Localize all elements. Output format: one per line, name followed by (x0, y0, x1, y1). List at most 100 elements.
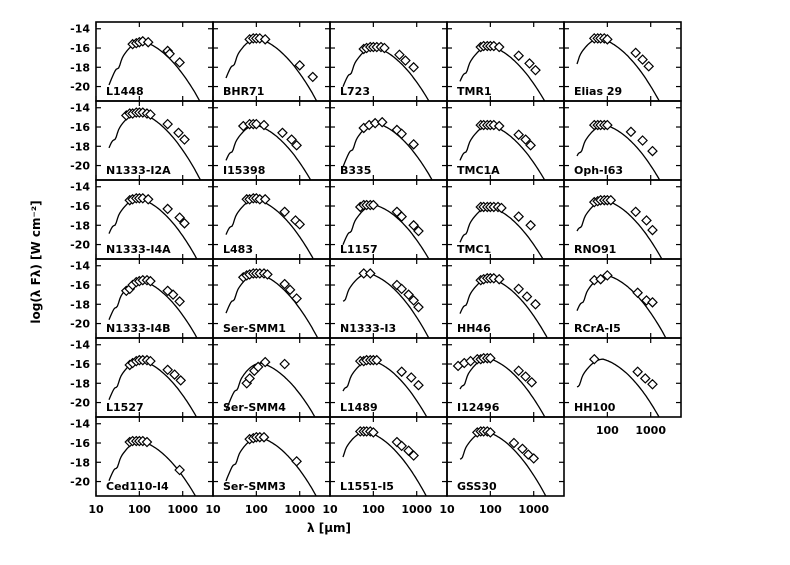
y-tick-label: -20 (70, 318, 90, 331)
panel-label: L1157 (340, 243, 378, 256)
data-point (513, 283, 525, 295)
sed-panel: TMR1 (446, 21, 565, 102)
data-point (258, 119, 270, 131)
panel-contents (225, 268, 319, 338)
sed-panel: TMC1 (446, 179, 565, 260)
panel-label: GSS30 (457, 480, 497, 493)
panel-contents (225, 118, 312, 180)
sed-panel: Ser-SMM1 (212, 258, 331, 339)
panel-contents (108, 274, 198, 338)
sed-panel: HH100 (563, 337, 682, 418)
data-point (637, 54, 648, 65)
panel-contents (225, 356, 316, 417)
data-point (647, 378, 658, 390)
panel-contents (459, 40, 546, 101)
panel-label: Ser-SMM4 (223, 401, 286, 414)
data-point (179, 134, 190, 145)
y-tick-label: -14 (70, 260, 90, 273)
y-tick-label: -16 (70, 437, 90, 450)
sed-panel: N1333-I4A -14 -16 -18 -20 (70, 179, 214, 260)
sed-panel: L1527 -14 -16 -18 -20 (70, 337, 214, 418)
y-tick-label: -14 (70, 418, 90, 431)
panel-label: Ser-SMM1 (223, 322, 286, 335)
data-point (379, 42, 390, 54)
y-axis-label: log(λ Fλ) [W cm⁻²] (29, 200, 43, 323)
y-tick-label: -16 (70, 200, 90, 213)
y-tick-label: -14 (70, 181, 90, 194)
data-point (173, 127, 184, 139)
data-point (262, 269, 273, 280)
data-point (513, 211, 525, 222)
panel-label: N1333-I4B (106, 322, 171, 335)
sed-panel: N1333-I3 (329, 258, 448, 339)
data-point (605, 194, 617, 206)
sed-panel: L723 (329, 21, 448, 102)
sed-panel: L1157 (329, 179, 448, 260)
data-point (145, 355, 156, 367)
data-point (524, 58, 535, 69)
data-point (485, 352, 496, 364)
sed-panel: Oph-I63 (563, 100, 682, 181)
data-point (526, 376, 538, 388)
sed-panel: B335 (329, 100, 448, 181)
data-point (167, 289, 179, 300)
data-point (496, 202, 507, 214)
y-tick-label: -18 (70, 456, 90, 469)
sed-panel: Elias 29 (563, 21, 682, 102)
panel-contents (459, 201, 544, 259)
model-sed-curve (225, 436, 317, 496)
sed-panel: I12496 (446, 337, 565, 418)
data-point (630, 47, 642, 59)
data-point (259, 33, 271, 45)
panel-contents (342, 199, 430, 259)
panel-label: I12496 (457, 401, 500, 414)
data-point (493, 273, 505, 285)
panel-label: Elias 29 (574, 85, 622, 98)
data-point (142, 193, 154, 205)
y-tick-label: -18 (70, 61, 90, 74)
data-point (630, 206, 642, 218)
panel-contents (342, 426, 428, 496)
panel-contents (576, 270, 667, 338)
model-sed-curve (459, 45, 546, 101)
y-tick-label: -16 (70, 42, 90, 55)
sed-panel: L483 (212, 179, 331, 260)
data-point (530, 298, 541, 310)
sed-panel: I15398 (212, 100, 331, 181)
data-point (408, 61, 419, 73)
x-tick-label: 100 (245, 503, 268, 516)
y-tick-label: -16 (70, 358, 90, 371)
x-axis-label: λ [μm] (307, 521, 351, 535)
data-point (174, 212, 185, 223)
x-tick-label: 1000 (518, 503, 549, 516)
data-point (162, 203, 174, 215)
data-point (244, 373, 255, 384)
y-tick-label: -20 (70, 397, 90, 410)
data-point (145, 275, 156, 287)
model-sed-curve (342, 46, 430, 101)
data-point (364, 268, 376, 279)
data-point (602, 270, 613, 281)
panel-contents (225, 33, 319, 101)
panel-label: L723 (340, 85, 370, 98)
data-point (588, 353, 600, 365)
panel-contents (108, 107, 202, 180)
x-tick-label: 1000 (167, 503, 198, 516)
data-point (485, 427, 496, 438)
panel-label: L1489 (340, 401, 378, 414)
data-point (396, 211, 408, 222)
data-point (647, 145, 658, 157)
y-tick-label: -20 (70, 81, 90, 94)
panel-label: BHR71 (223, 85, 264, 98)
model-sed-curve (108, 197, 198, 259)
data-point (371, 354, 383, 366)
sed-panel: N1333-I2A -14 -16 -18 -20 (70, 100, 214, 181)
panel-label: Oph-I63 (574, 164, 623, 177)
model-sed-curve (459, 206, 544, 259)
panel-label: HH46 (457, 322, 491, 335)
model-sed-curve (459, 124, 546, 180)
data-point (521, 291, 533, 302)
data-point (291, 455, 302, 467)
sed-panel: RNO91 (563, 179, 682, 260)
